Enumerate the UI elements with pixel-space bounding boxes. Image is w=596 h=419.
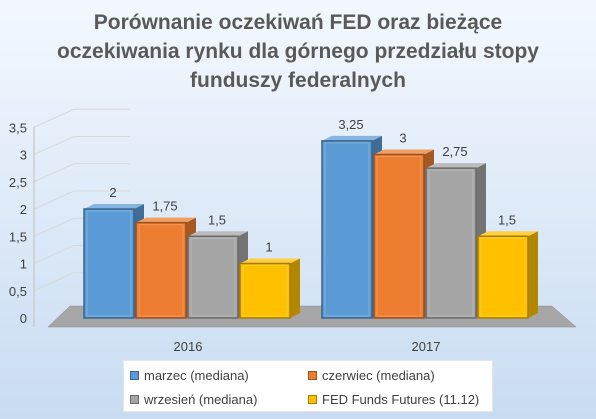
bar-highlight [242, 265, 288, 317]
bar-top [374, 149, 434, 155]
gridline-5 [33, 163, 130, 183]
x-category-label: 2017 [412, 339, 441, 354]
bar [373, 149, 434, 319]
bar [425, 163, 486, 319]
legend-item: marzec (mediana) [130, 363, 308, 387]
y-tick-label: 2,5 [9, 175, 27, 190]
data-label: 3,25 [338, 117, 363, 132]
data-label: 1 [265, 240, 272, 255]
bar [187, 231, 248, 319]
bar-highlight [376, 156, 422, 317]
bar-side [290, 258, 300, 318]
bar [321, 135, 382, 319]
chart-title: Porównanie oczekiwań FED oraz bieżące oc… [57, 11, 539, 92]
bar-front [321, 140, 373, 319]
legend-label: czerwiec (mediana) [322, 367, 435, 383]
bar-top [84, 204, 144, 209]
legend-swatch [308, 394, 317, 404]
y-tick-label: 0 [20, 311, 27, 326]
bar-front [373, 153, 425, 319]
y-tick-label: 1,5 [9, 229, 27, 244]
data-label: 1,5 [498, 212, 516, 227]
data-label: 2,75 [442, 144, 467, 159]
bar-front [477, 235, 529, 319]
legend-item: wrzesień (mediana) [130, 387, 308, 411]
legend: marzec (mediana) czerwiec (mediana) wrzesi… [123, 360, 493, 412]
bar-side [528, 231, 538, 318]
data-label: 1,75 [152, 199, 177, 214]
y-tick-label: 3,5 [9, 120, 27, 135]
legend-swatch [308, 370, 317, 380]
bar-top [240, 258, 300, 264]
bar-front [83, 208, 135, 319]
data-label: 2 [109, 185, 116, 200]
gridline-6 [33, 136, 130, 155]
bar-highlight [324, 142, 370, 317]
data-label: 3 [399, 131, 406, 146]
bar-top [136, 217, 196, 223]
legend-item: FED Funds Futures (11.12) [308, 387, 486, 411]
bar-highlight [86, 210, 132, 317]
bar [477, 231, 538, 319]
bar [239, 258, 300, 319]
y-tick-label: 3 [20, 148, 27, 163]
bar-top [478, 231, 538, 237]
legend-label: marzec (mediana) [144, 367, 249, 383]
bar-top [322, 135, 382, 141]
bar-front [135, 221, 187, 319]
bar-front [425, 167, 477, 319]
legend-item: czerwiec (mediana) [308, 363, 486, 387]
bar-front [187, 235, 239, 319]
legend-swatch [130, 394, 139, 404]
gridline-4 [33, 190, 130, 210]
legend-label: FED Funds Futures (11.12) [322, 391, 480, 407]
legend-swatch [130, 370, 139, 380]
bar [83, 204, 144, 319]
bar [135, 217, 196, 319]
bar-top [426, 163, 486, 169]
y-tick-label: 1 [20, 257, 27, 272]
y-tick-label: 0,5 [9, 284, 27, 299]
bar-highlight [480, 237, 526, 317]
bar-highlight [190, 237, 236, 317]
bar-front [239, 262, 291, 319]
legend-label: wrzesień (mediana) [144, 391, 258, 407]
bar-highlight [138, 224, 184, 317]
gridline-7 [33, 108, 130, 128]
x-category-label: 2016 [174, 339, 203, 354]
bar-top [188, 231, 248, 237]
y-tick-label: 2 [20, 202, 27, 217]
bar-highlight [428, 169, 474, 317]
data-label: 1,5 [208, 212, 226, 227]
